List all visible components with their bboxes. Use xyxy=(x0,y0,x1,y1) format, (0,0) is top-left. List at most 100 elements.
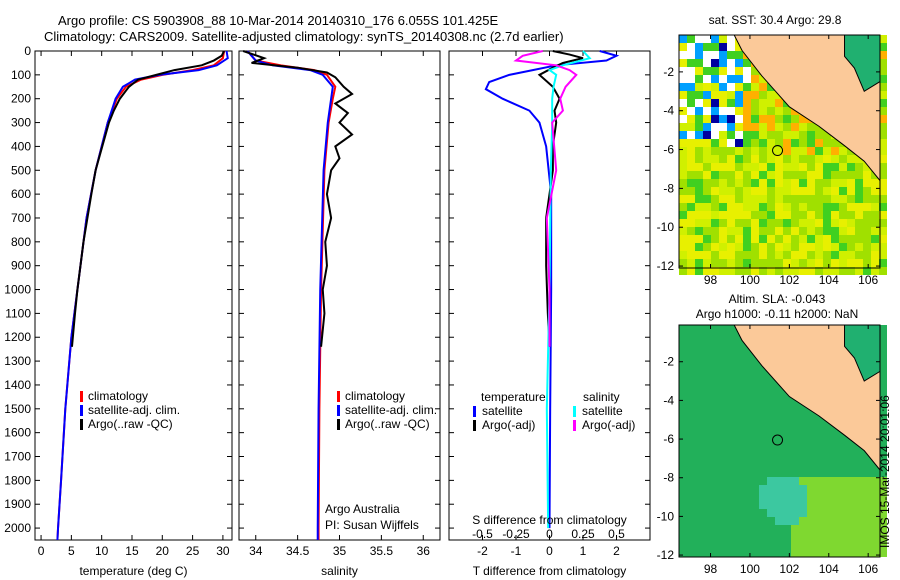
map-lon-label: 104 xyxy=(819,273,839,287)
map-cell xyxy=(743,163,751,171)
map-cell xyxy=(695,107,703,115)
map-cell xyxy=(743,509,751,517)
map-cell xyxy=(855,211,863,219)
map-cell xyxy=(695,59,703,67)
map-cell xyxy=(743,437,751,445)
map-cell xyxy=(735,389,743,397)
map-cell xyxy=(847,195,855,203)
title-line-2: Climatology: CARS2009. Satellite-adjuste… xyxy=(44,29,564,44)
map-cell xyxy=(727,493,735,501)
map-cell xyxy=(735,461,743,469)
map-cell xyxy=(783,549,791,557)
map-cell xyxy=(695,203,703,211)
map-lat-label: -6 xyxy=(663,143,674,157)
map-cell xyxy=(759,227,767,235)
map-cell xyxy=(799,533,807,541)
map-cell xyxy=(847,251,855,259)
map-cell xyxy=(807,203,815,211)
map-cell xyxy=(711,123,719,131)
map-cell xyxy=(871,493,879,501)
map-cell xyxy=(711,163,719,171)
map-cell xyxy=(759,485,767,493)
map-cell xyxy=(695,243,703,251)
map-cell xyxy=(879,243,887,251)
map-cell xyxy=(751,211,759,219)
map-cell xyxy=(807,469,815,477)
map-cell xyxy=(679,525,687,533)
map-lat-label: -12 xyxy=(657,548,675,562)
map-cell xyxy=(767,131,775,139)
map-cell xyxy=(871,533,879,541)
map-cell xyxy=(743,107,751,115)
map-cell xyxy=(879,259,887,267)
map-cell xyxy=(791,219,799,227)
map-cell xyxy=(879,91,887,99)
map-cell xyxy=(743,397,751,405)
map-cell xyxy=(703,389,711,397)
map-cell xyxy=(791,179,799,187)
map-cell xyxy=(783,477,791,485)
map-cell xyxy=(743,147,751,155)
map-cell xyxy=(807,533,815,541)
map-cell xyxy=(847,179,855,187)
map-cell xyxy=(719,333,727,341)
map-cell xyxy=(687,59,695,67)
x-tick-label: 20 xyxy=(156,544,170,558)
map-cell xyxy=(719,365,727,373)
map-cell xyxy=(751,123,759,131)
map-cell xyxy=(703,429,711,437)
map-cell xyxy=(767,421,775,429)
map-cell xyxy=(711,99,719,107)
map-cell xyxy=(751,477,759,485)
map-cell xyxy=(783,445,791,453)
map-cell xyxy=(831,251,839,259)
map-cell xyxy=(847,525,855,533)
map-cell xyxy=(727,227,735,235)
map-cell xyxy=(815,421,823,429)
map-cell xyxy=(783,187,791,195)
map-cell xyxy=(823,179,831,187)
map-cell xyxy=(695,155,703,163)
map-cell xyxy=(687,227,695,235)
map-cell xyxy=(695,493,703,501)
map-cell xyxy=(703,469,711,477)
map-cell xyxy=(839,493,847,501)
map-cell xyxy=(679,99,687,107)
map-cell xyxy=(735,429,743,437)
map-cell xyxy=(687,131,695,139)
map-cell xyxy=(727,147,735,155)
map-lat-label: -12 xyxy=(657,259,675,273)
map-cell xyxy=(679,533,687,541)
map-cell xyxy=(719,493,727,501)
map-cell xyxy=(823,533,831,541)
map-cell xyxy=(719,219,727,227)
map-cell xyxy=(687,211,695,219)
map-cell xyxy=(687,421,695,429)
map-cell xyxy=(767,163,775,171)
map-cell xyxy=(695,357,703,365)
map-cell xyxy=(727,429,735,437)
map-cell xyxy=(807,219,815,227)
map-cell xyxy=(711,179,719,187)
map-cell xyxy=(815,227,823,235)
map-cell xyxy=(799,195,807,203)
map-cell xyxy=(879,147,887,155)
x-axis-label: temperature (deg C) xyxy=(79,564,187,578)
map-cell xyxy=(847,211,855,219)
x-tick-label: 10 xyxy=(95,544,109,558)
y-tick-label: 1000 xyxy=(4,283,31,297)
map-cell xyxy=(719,421,727,429)
map-cell xyxy=(703,51,711,59)
map-cell xyxy=(823,187,831,195)
map-cell xyxy=(695,325,703,333)
map-cell xyxy=(831,227,839,235)
map-cell xyxy=(735,67,743,75)
map-cell xyxy=(815,525,823,533)
legend-swatch xyxy=(80,419,83,430)
map-cell xyxy=(687,67,695,75)
map-cell xyxy=(799,187,807,195)
map-cell xyxy=(759,469,767,477)
x-tick-label: 36 xyxy=(417,544,431,558)
map-cell xyxy=(807,453,815,461)
map-cell xyxy=(855,195,863,203)
